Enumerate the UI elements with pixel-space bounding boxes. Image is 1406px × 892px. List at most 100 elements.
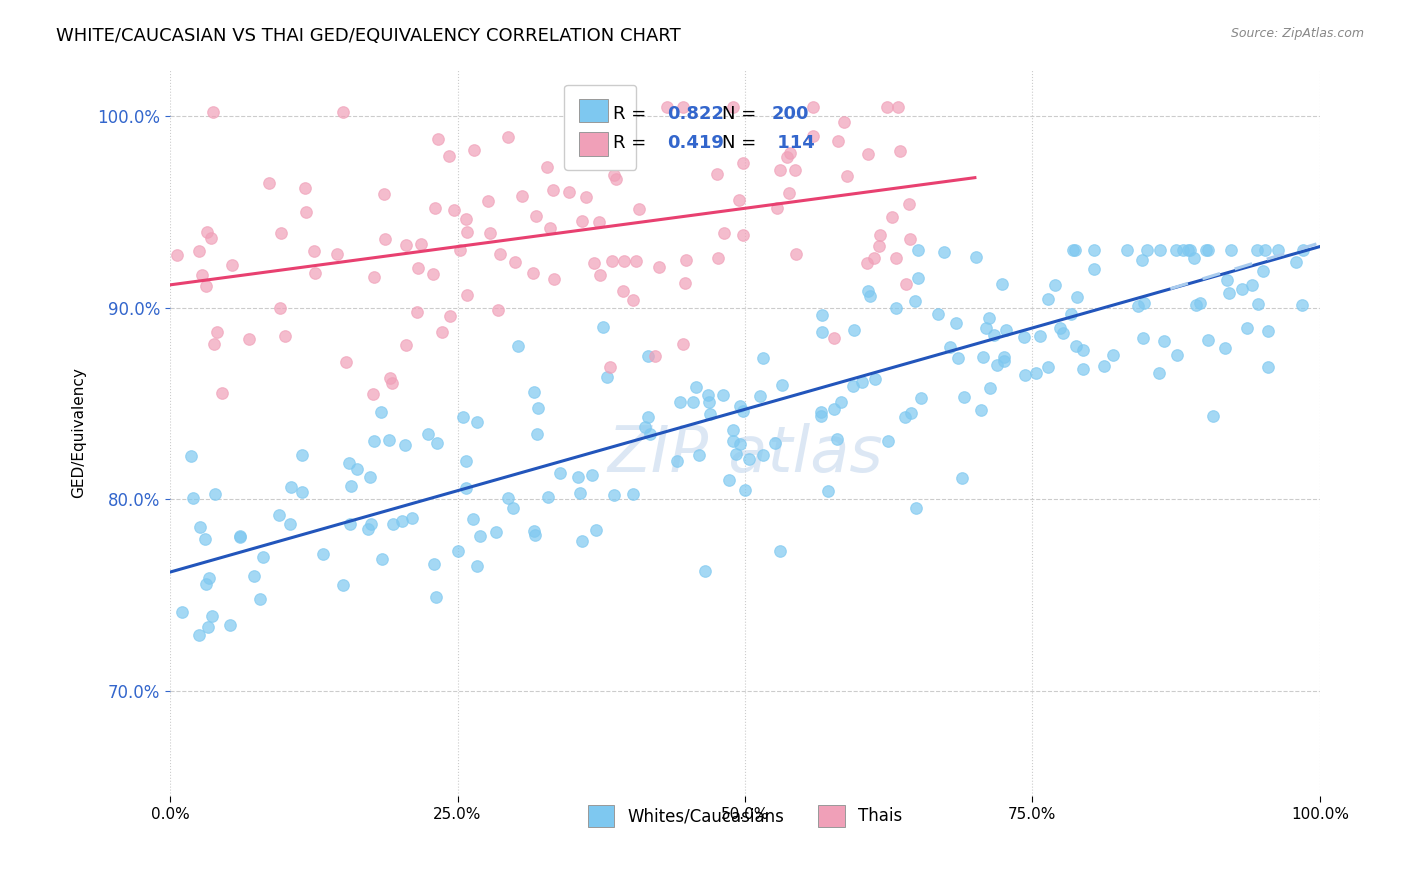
Point [1149, 366, 1171, 380]
Point [394, 337, 416, 351]
Point [454, 481, 477, 495]
Point [188, 244, 211, 259]
Point [382, 516, 405, 531]
Point [592, 320, 614, 334]
Point [886, 100, 908, 114]
Point [503, 255, 526, 269]
Point [950, 471, 973, 485]
Point [526, 209, 548, 223]
Point [823, 331, 845, 345]
Point [1182, 251, 1205, 265]
Point [811, 325, 834, 339]
Point [841, 378, 863, 392]
Point [394, 438, 416, 452]
Point [1285, 254, 1308, 268]
Point [446, 544, 468, 558]
Point [832, 115, 855, 129]
Point [1220, 244, 1243, 258]
Point [763, 435, 786, 450]
Point [454, 453, 477, 467]
Point [527, 401, 550, 415]
Point [731, 227, 754, 242]
Point [526, 426, 548, 441]
Point [477, 194, 499, 209]
Point [522, 266, 544, 280]
Point [869, 228, 891, 243]
Point [426, 435, 449, 450]
Point [884, 252, 907, 266]
Point [752, 351, 775, 365]
Point [1246, 244, 1268, 258]
Point [695, 564, 717, 578]
Point [905, 500, 928, 515]
Point [363, 434, 385, 449]
Point [194, 533, 217, 547]
Point [269, 301, 291, 316]
Point [648, 260, 671, 275]
Point [752, 448, 775, 462]
Point [728, 193, 751, 207]
Point [863, 372, 886, 386]
Point [202, 104, 225, 119]
Point [409, 236, 432, 251]
Point [425, 202, 447, 216]
Point [801, 128, 824, 143]
Point [907, 270, 929, 285]
Point [204, 487, 226, 501]
Point [877, 434, 900, 449]
Point [1216, 273, 1239, 287]
Point [294, 180, 316, 194]
Point [543, 183, 565, 197]
Text: ZIP atlas: ZIP atlas [607, 423, 883, 485]
Point [734, 483, 756, 498]
Point [252, 549, 274, 564]
Point [672, 100, 695, 114]
Point [502, 501, 524, 516]
Point [523, 524, 546, 539]
Point [425, 590, 447, 604]
Point [824, 401, 846, 416]
Point [443, 202, 465, 217]
Point [510, 189, 533, 203]
Point [259, 176, 281, 190]
Point [374, 232, 396, 246]
Point [1178, 244, 1201, 258]
Point [332, 577, 354, 591]
Point [238, 332, 260, 346]
Point [856, 146, 879, 161]
Point [378, 371, 401, 385]
Point [543, 272, 565, 286]
Point [198, 571, 221, 585]
Point [243, 568, 266, 582]
Point [478, 226, 501, 240]
Point [1251, 264, 1274, 278]
Point [1083, 261, 1105, 276]
Point [934, 245, 956, 260]
Point [697, 394, 720, 409]
Point [1197, 333, 1219, 347]
Point [357, 522, 380, 536]
Point [422, 557, 444, 571]
Point [558, 185, 581, 199]
Point [211, 385, 233, 400]
Point [657, 100, 679, 114]
Point [524, 528, 547, 542]
Text: R =: R = [613, 104, 652, 122]
Point [810, 409, 832, 424]
Point [371, 552, 394, 566]
Point [571, 213, 593, 227]
Text: WHITE/CAUCASIAN VS THAI GED/EQUIVALENCY CORRELATION CHART: WHITE/CAUCASIAN VS THAI GED/EQUIVALENCY … [56, 27, 681, 45]
Point [432, 325, 454, 339]
Point [280, 479, 302, 493]
Point [290, 485, 312, 500]
Point [195, 225, 218, 239]
Point [976, 321, 998, 335]
Point [188, 520, 211, 534]
Point [894, 409, 917, 424]
Point [395, 238, 418, 252]
Point [669, 395, 692, 409]
Point [1083, 244, 1105, 258]
Point [270, 227, 292, 241]
Point [770, 378, 793, 392]
Point [965, 250, 987, 264]
